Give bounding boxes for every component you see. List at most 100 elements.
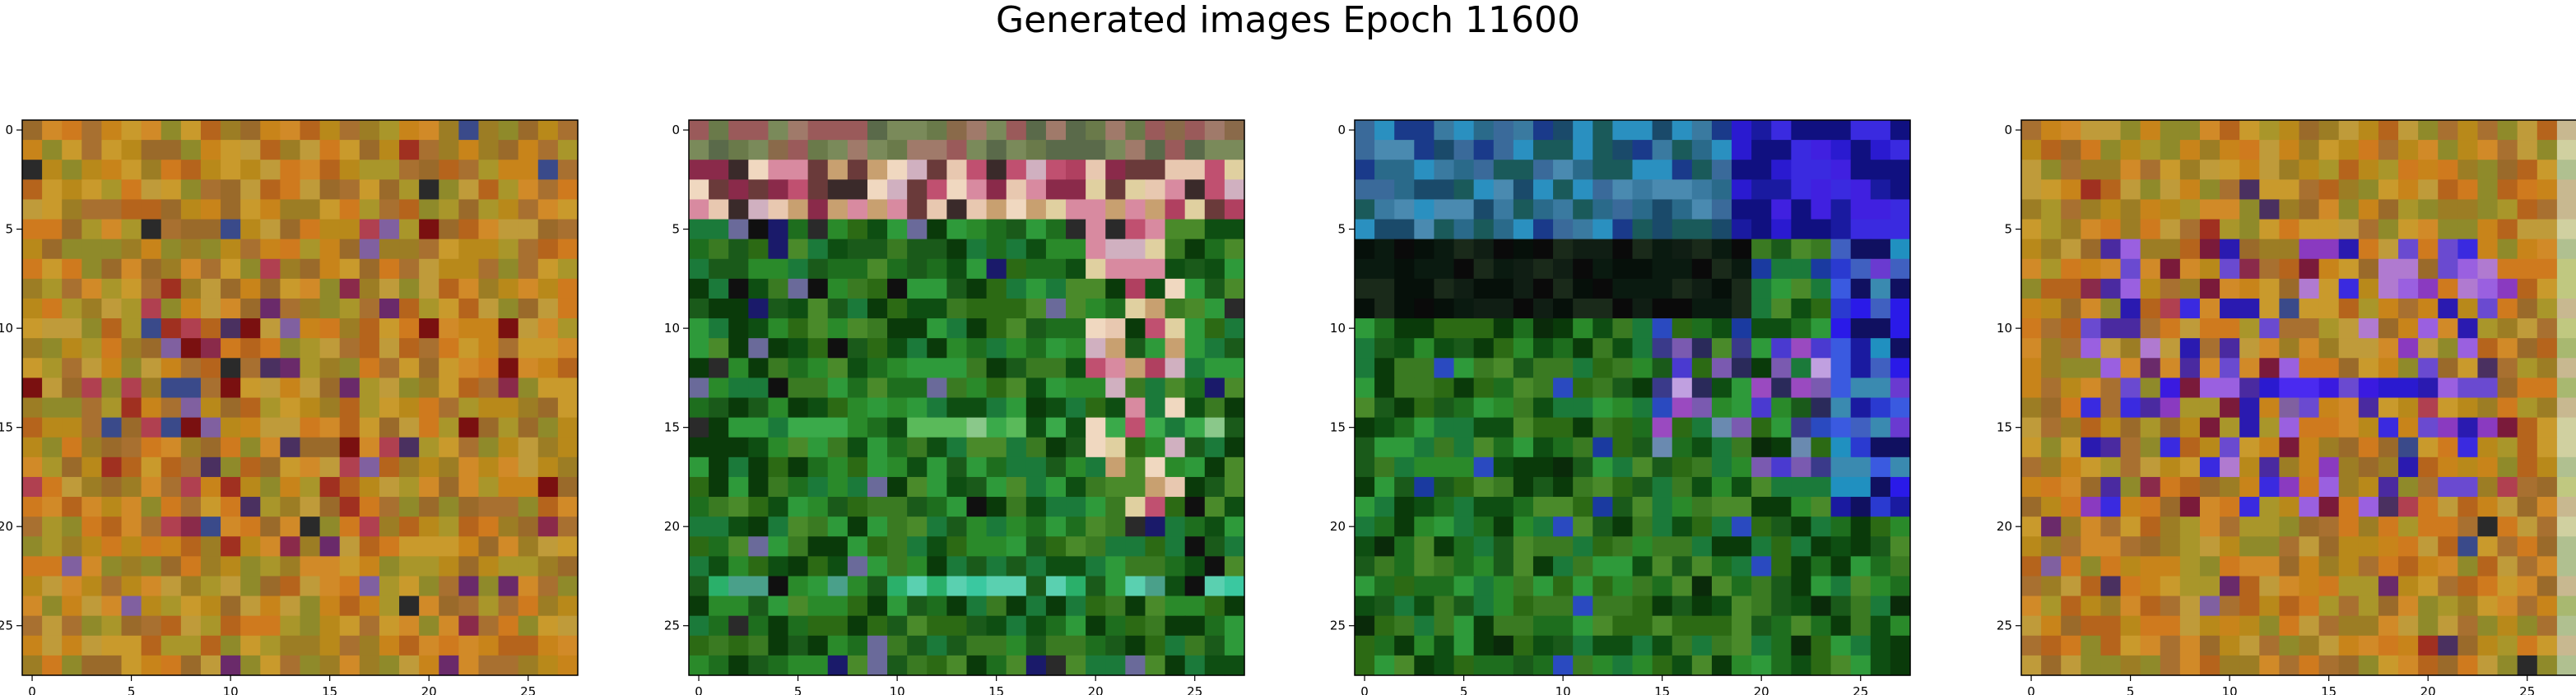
pixel-cell bbox=[827, 160, 849, 180]
pixel-cell bbox=[1374, 615, 1395, 637]
pixel-cell bbox=[160, 497, 182, 517]
pixel-cell bbox=[537, 576, 559, 597]
pixel-cell bbox=[1105, 497, 1126, 517]
pixel-cell bbox=[1612, 615, 1634, 637]
pixel-cell bbox=[827, 517, 849, 537]
pixel-cell bbox=[2041, 378, 2062, 399]
pixel-cell bbox=[62, 397, 82, 419]
pixel-cell bbox=[1184, 199, 1206, 220]
pixel-cell bbox=[986, 417, 1007, 438]
pixel-cell bbox=[339, 258, 360, 280]
pixel-cell bbox=[807, 635, 829, 656]
pixel-cell bbox=[1165, 160, 1186, 180]
pixel-cell bbox=[537, 476, 559, 498]
pixel-cell bbox=[1204, 497, 1225, 517]
pixel-cell bbox=[1374, 476, 1395, 498]
pixel-cell bbox=[2497, 199, 2518, 220]
pixel-cell bbox=[518, 536, 539, 557]
pixel-cell bbox=[260, 476, 281, 498]
pixel-cell bbox=[2199, 476, 2220, 498]
pixel-cell bbox=[1394, 635, 1415, 656]
pixel-cell bbox=[2120, 179, 2141, 201]
pixel-cell bbox=[240, 358, 261, 378]
pixel-cell bbox=[439, 358, 459, 378]
pixel-cell bbox=[1870, 497, 1891, 517]
pixel-cell bbox=[2299, 517, 2320, 537]
pixel-cell bbox=[2041, 456, 2062, 478]
pixel-cell bbox=[1453, 536, 1475, 557]
pixel-cell bbox=[2199, 298, 2220, 319]
pixel-cell bbox=[2179, 258, 2201, 280]
pixel-cell bbox=[2100, 456, 2122, 478]
pixel-cell bbox=[907, 456, 928, 478]
pixel-cell bbox=[339, 417, 360, 438]
pixel-cell bbox=[2338, 160, 2360, 180]
pixel-cell bbox=[62, 318, 82, 339]
pixel-cell bbox=[1513, 298, 1534, 319]
pixel-cell bbox=[709, 160, 729, 180]
pixel-cell bbox=[1612, 338, 1634, 359]
pixel-cell bbox=[986, 655, 1007, 676]
pixel-cell bbox=[200, 199, 221, 220]
pixel-cell bbox=[768, 219, 789, 240]
pixel-cell bbox=[847, 378, 868, 399]
pixel-cell bbox=[42, 278, 63, 299]
pixel-cell bbox=[1006, 437, 1027, 458]
pixel-cell bbox=[946, 378, 968, 399]
pixel-cell bbox=[788, 140, 809, 160]
pixel-cell bbox=[399, 576, 420, 597]
pixel-cell bbox=[221, 338, 241, 359]
pixel-cell bbox=[2438, 298, 2458, 319]
pixel-cell bbox=[1025, 120, 1047, 141]
axes-frame bbox=[688, 119, 1245, 676]
pixel-cell bbox=[2199, 635, 2220, 656]
pixel-cell bbox=[768, 278, 789, 299]
pixel-cell bbox=[359, 456, 380, 478]
pixel-cell bbox=[2477, 318, 2499, 339]
pixel-cell bbox=[689, 318, 709, 339]
pixel-cell bbox=[1045, 437, 1067, 458]
pixel-cell bbox=[1553, 298, 1574, 319]
pixel-cell bbox=[966, 338, 988, 359]
pixel-cell bbox=[2398, 397, 2419, 419]
pixel-cell bbox=[1434, 576, 1455, 597]
pixel-cell bbox=[709, 615, 729, 637]
pixel-cell bbox=[788, 239, 809, 260]
pixel-cell bbox=[2438, 476, 2458, 498]
pixel-cell bbox=[180, 476, 202, 498]
pixel-cell bbox=[1732, 120, 1752, 141]
pixel-cell bbox=[927, 298, 947, 319]
pixel-cell bbox=[1850, 576, 1872, 597]
pixel-cell bbox=[1870, 417, 1891, 438]
pixel-cell bbox=[280, 536, 301, 557]
pixel-cell bbox=[62, 536, 82, 557]
pixel-cell bbox=[1105, 318, 1126, 339]
pixel-cell bbox=[1394, 397, 1415, 419]
pixel-cell bbox=[867, 160, 888, 180]
pixel-cell bbox=[2318, 536, 2340, 557]
pixel-cell bbox=[2179, 219, 2201, 240]
pixel-cell bbox=[2418, 397, 2439, 419]
pixel-cell bbox=[709, 358, 729, 378]
pixel-cell bbox=[986, 397, 1007, 419]
pixel-cell bbox=[1434, 338, 1455, 359]
pixel-cell bbox=[2021, 378, 2042, 399]
pixel-cell bbox=[2517, 635, 2538, 656]
pixel-cell bbox=[1632, 517, 1653, 537]
pixel-cell bbox=[1593, 179, 1613, 201]
pixel-cell bbox=[2497, 556, 2518, 577]
pixel-cell bbox=[2120, 219, 2141, 240]
pixel-cell bbox=[280, 298, 301, 319]
pixel-cell bbox=[689, 556, 709, 577]
pixel-cell bbox=[2179, 199, 2201, 220]
pixel-cell bbox=[478, 160, 500, 180]
pixel-cell bbox=[2457, 338, 2479, 359]
pixel-cell bbox=[1374, 456, 1395, 478]
pixel-cell bbox=[748, 160, 770, 180]
pixel-cell bbox=[537, 556, 559, 577]
pixel-cell bbox=[1751, 615, 1772, 637]
pixel-cell bbox=[537, 298, 559, 319]
pixel-cell bbox=[359, 417, 380, 438]
pixel-cell bbox=[748, 556, 770, 577]
pixel-cell bbox=[1711, 417, 1732, 438]
